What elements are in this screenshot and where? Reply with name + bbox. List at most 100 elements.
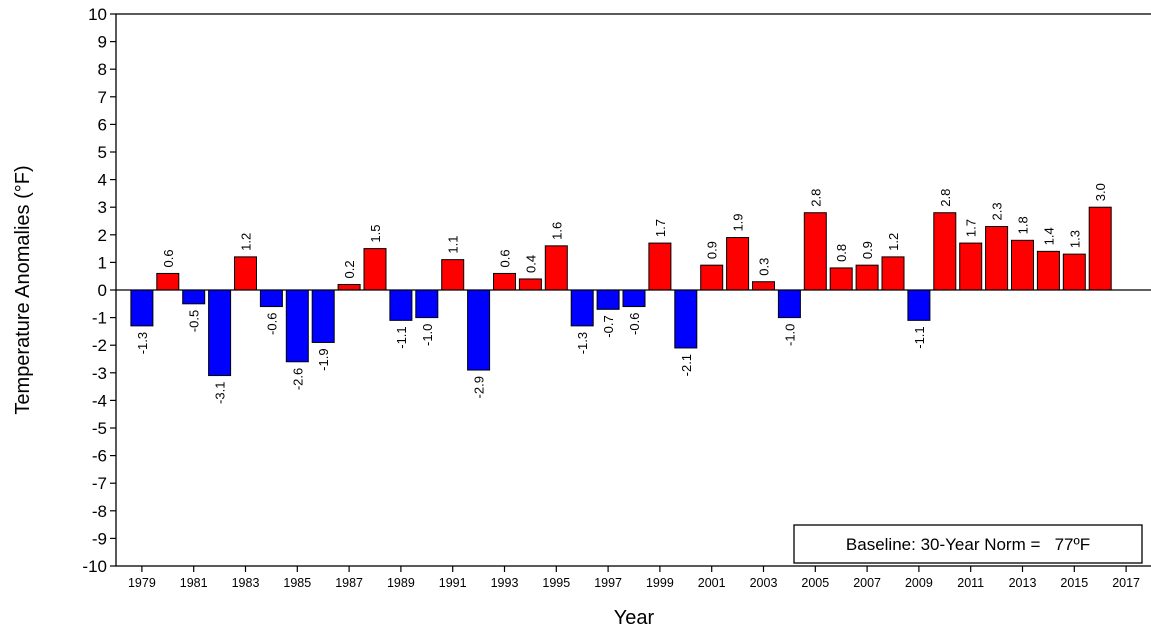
data-label-1996: -1.3 [575,332,590,354]
bar-1982 [208,289,232,377]
bar-1998 [622,289,646,308]
bar-1989 [389,289,413,321]
y-tick-label: -10 [82,557,107,576]
y-tick-label: -5 [92,419,107,438]
data-label-2009: -1.1 [912,326,927,348]
y-tick-label: 5 [98,143,107,162]
x-axis-ticks: 1979 1981 1983 1985 1987 1989 1991 1993 1995 1997… [128,566,1140,590]
y-tick-label: -3 [92,364,107,383]
x-tick-label: 2001 [698,576,726,590]
bar-1999 [648,242,672,291]
y-tick-label: -7 [92,474,107,493]
x-tick-label: 2005 [801,576,829,590]
y-axis-title: Temperature Anomalies (°F) [12,165,34,414]
data-label-1980: 0.6 [161,249,176,267]
bar-2015 [1062,253,1086,291]
x-tick-label: 1997 [594,576,622,590]
bar-2016 [1088,206,1112,291]
baseline-note-box [793,524,1143,564]
bar-1980 [156,272,180,291]
bar-1979 [130,289,154,327]
bar-2013 [1011,239,1034,291]
bar-2009 [907,289,931,321]
x-tick-label: 2017 [1112,576,1140,590]
data-label-1989: -1.1 [394,326,409,348]
y-tick-label: -2 [92,336,107,355]
bar-2008 [881,256,905,291]
data-label-2011: 1.7 [964,219,979,237]
data-label-1983: 1.2 [239,233,254,251]
data-label-1988: 1.5 [368,225,383,243]
y-tick-label: -1 [92,309,107,328]
bar-1995 [544,245,568,291]
bar-2002 [726,237,750,291]
bar-1987 [337,283,361,291]
data-label-2003: 0.3 [757,258,772,276]
x-tick-label: 2013 [1009,576,1037,590]
bars [130,206,1112,377]
bar-1988 [363,248,387,291]
data-label-2000: -2.1 [679,354,694,376]
data-label-1998: -0.6 [627,313,642,335]
bar-1997 [596,289,620,310]
data-label-2004: -1.0 [782,324,797,346]
x-tick-label: 1987 [335,576,363,590]
y-tick-label: 10 [88,5,107,24]
bar-1991 [441,259,465,291]
y-tick-label: 7 [98,88,107,107]
y-tick-label: 0 [98,281,107,300]
y-tick-label: -8 [92,502,107,521]
data-label-2016: 3.0 [1093,183,1108,201]
data-label-2012: 2.3 [990,202,1005,220]
y-tick-label: -9 [92,529,107,548]
data-label-1987: 0.2 [342,260,357,278]
data-label-1997: -0.7 [601,315,616,337]
x-tick-label: 1981 [180,576,208,590]
y-tick-label: -6 [92,447,107,466]
data-label-2007: 0.9 [860,241,875,259]
bar-1985 [285,289,309,363]
data-label-1990: -1.0 [420,324,435,346]
bar-2004 [777,289,801,319]
x-tick-label: 1995 [542,576,570,590]
bar-1993 [493,272,516,291]
x-tick-label: 1985 [283,576,311,590]
data-label-1993: 0.6 [498,249,513,267]
bar-2011 [959,242,983,291]
bar-2005 [803,212,827,291]
x-tick-label: 2011 [957,576,984,590]
bar-1984 [259,289,283,308]
bar-1992 [467,289,491,371]
y-tick-label: 2 [98,226,107,245]
x-tick-label: 1991 [439,576,467,590]
baseline-note: Baseline: 30-Year Norm = 77ºF [793,524,1143,564]
bar-1981 [182,289,206,305]
y-tick-label: 6 [98,115,107,134]
bar-2012 [985,226,1009,291]
x-tick-label: 1999 [646,576,674,590]
y-tick-label: -4 [92,391,107,410]
bar-1994 [518,278,542,291]
data-label-2014: 1.4 [1041,227,1056,245]
data-label-1995: 1.6 [549,222,564,240]
x-axis-title: Year [614,607,655,628]
x-tick-label: 1989 [387,576,415,590]
baseline-note-text: Baseline: 30-Year Norm = 77ºF [846,535,1090,554]
y-tick-label: 8 [98,60,107,79]
bar-2007 [855,264,879,291]
data-label-1979: -1.3 [135,332,150,354]
x-tick-label: 2015 [1060,576,1088,590]
data-label-1984: -0.6 [264,313,279,335]
x-tick-label: 1993 [491,576,519,590]
data-label-2010: 2.8 [938,189,953,207]
data-label-2002: 1.9 [731,213,746,231]
data-label-2008: 1.2 [886,233,901,251]
bar-2014 [1036,250,1060,291]
y-tick-label: 1 [98,253,107,272]
x-tick-label: 2007 [853,576,881,590]
data-labels: -1.3 0.6 -0.5 -3.1 1.2 -0.6 -2.6 -1.9 0.2 1.5 -1.1… [135,183,1108,404]
bar-1983 [234,256,257,291]
data-label-2006: 0.8 [834,244,849,262]
